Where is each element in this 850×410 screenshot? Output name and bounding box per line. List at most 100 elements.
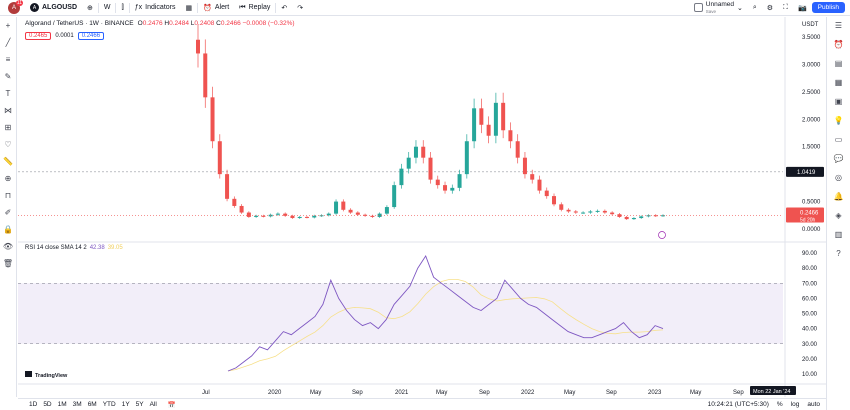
indicators-label: Indicators — [145, 4, 176, 11]
candle-body — [472, 108, 477, 142]
goto-date-icon[interactable]: 📅 — [167, 401, 176, 409]
quick-search-button[interactable]: ⌕ — [748, 0, 762, 16]
crosshair-icon[interactable]: + — [5, 21, 11, 30]
tradingview-logo-icon — [25, 371, 32, 377]
calendar-icon[interactable]: ▣ — [834, 96, 843, 106]
settings-button[interactable]: ⚙ — [762, 0, 778, 16]
indicators-button[interactable]: ƒx Indicators — [130, 0, 181, 16]
rsi-band — [18, 283, 783, 344]
replay-label: Replay — [248, 4, 271, 11]
prediction-icon[interactable]: ⊞ — [4, 123, 12, 132]
chart-type-button[interactable]: ⫿ — [116, 0, 128, 16]
candle-body — [631, 218, 636, 220]
eye-icon[interactable]: 👁 — [2, 242, 14, 251]
range-5d[interactable]: 5D — [43, 401, 52, 408]
top-toolbar: A 11 A ALGOUSD ⊕ W ⫿ ƒx Indicators ▦ ⏰ A… — [0, 0, 850, 16]
fullscreen-button[interactable]: ⛶ — [778, 0, 793, 16]
brush-icon[interactable]: ✎ — [4, 72, 12, 81]
high-label: H — [164, 20, 170, 27]
range-1m[interactable]: 1M — [57, 401, 67, 408]
rsi-tick-label: 40.00 — [802, 327, 818, 333]
candle-body — [326, 213, 331, 216]
clock-time[interactable]: 10:24:21 (UTC+5:30) — [707, 401, 769, 408]
candle-body — [312, 215, 317, 218]
snapshot-button[interactable]: 📷 — [793, 0, 812, 16]
last-price-label: 0.2466 — [800, 210, 819, 216]
undo-button[interactable]: ↶ — [276, 0, 292, 16]
trash-icon[interactable]: 🗑 — [2, 259, 14, 268]
publish-button[interactable]: Publish — [811, 2, 845, 13]
ruler-icon[interactable]: 📏 — [3, 157, 13, 166]
dom-icon[interactable]: ▥ — [834, 229, 843, 239]
magnet-icon[interactable]: ⊓ — [4, 191, 12, 200]
candle-body — [552, 196, 557, 205]
rsi-ma-line — [227, 279, 664, 372]
avatar-letter: A — [11, 4, 16, 11]
stay-in-drawing-icon[interactable]: ✐ — [4, 208, 12, 217]
pattern-icon[interactable]: ⋈ — [4, 106, 12, 115]
candle-body — [319, 215, 324, 217]
news-icon[interactable]: ▭ — [834, 134, 843, 144]
alert-button[interactable]: ⏰ Alert — [198, 0, 234, 16]
interval-button[interactable]: W — [99, 0, 116, 16]
candle-body — [624, 216, 629, 220]
time-tick-label: Jul — [202, 390, 210, 396]
event-marker-icon — [658, 231, 666, 239]
range-6m[interactable]: 6M — [87, 401, 97, 408]
candle-body — [246, 212, 251, 217]
streams-icon[interactable]: ◎ — [835, 172, 842, 182]
compare-button[interactable]: ⊕ — [82, 0, 98, 16]
sell-button[interactable]: 0.2465 — [25, 32, 52, 40]
close-label: C — [216, 20, 221, 27]
trend-line-icon[interactable]: ╱ — [5, 38, 11, 47]
notifications-icon[interactable]: 🔔 — [833, 191, 844, 201]
lock-icon[interactable]: 🔒 — [3, 225, 13, 234]
range-1d[interactable]: 1D — [29, 401, 38, 408]
fib-retracement-icon[interactable]: ≡ — [5, 55, 11, 64]
replay-button[interactable]: ⏮ Replay — [234, 0, 275, 16]
rsi-tick-label: 70.00 — [802, 281, 818, 287]
chat-icon[interactable]: 💬 — [833, 153, 844, 163]
ideas-icon[interactable]: 💡 — [833, 115, 844, 125]
data-window-icon[interactable]: ▤ — [834, 58, 843, 68]
watchlist-icon[interactable]: ☰ — [834, 20, 843, 30]
rsi-tick-label: 90.00 — [802, 251, 818, 257]
order-panel-icon[interactable]: ◈ — [835, 210, 842, 220]
candle-body — [573, 211, 578, 213]
chart-canvas[interactable]: 3.50003.00002.50002.00001.50001.00000.50… — [18, 17, 826, 397]
rsi-tick-label: 80.00 — [802, 266, 818, 272]
candle-body — [421, 146, 426, 158]
hotlist-icon[interactable]: ▦ — [834, 77, 843, 87]
symbol-legend: Algorand / TetherUS · 1W · BINANCE O0.24… — [25, 20, 295, 27]
range-ytd[interactable]: YTD — [102, 401, 116, 408]
candle-body — [239, 205, 244, 213]
symbol-search[interactable]: A ALGOUSD — [25, 0, 82, 16]
help-icon[interactable]: ? — [836, 248, 841, 258]
templates-button[interactable]: ▦ — [181, 0, 198, 16]
candle-body — [290, 215, 295, 219]
auto-toggle[interactable]: auto — [807, 401, 820, 408]
chart-panel[interactable]: 3.50003.00002.50002.00001.50001.00000.50… — [18, 17, 826, 397]
heart-icon[interactable]: ♡ — [4, 140, 12, 149]
price-tick-label: 1.5000 — [802, 145, 821, 151]
redo-button[interactable]: ↷ — [292, 0, 308, 16]
percent-toggle[interactable]: % — [776, 401, 783, 408]
candle-body — [661, 215, 665, 217]
log-toggle[interactable]: log — [790, 401, 800, 408]
layout-button[interactable]: Unnamed Save ⌄ — [689, 0, 748, 16]
text-tool-icon[interactable]: T — [5, 89, 11, 98]
candle-body — [486, 124, 491, 136]
range-3m[interactable]: 3M — [72, 401, 82, 408]
user-avatar[interactable]: A 11 — [8, 0, 23, 14]
range-5y[interactable]: 5Y — [135, 401, 144, 408]
fullscreen-icon: ⛶ — [783, 3, 788, 11]
buy-button[interactable]: 0.2466 — [77, 32, 105, 40]
candle-body — [639, 216, 644, 219]
alerts-icon[interactable]: ⏰ — [833, 39, 844, 49]
candle-body — [508, 130, 513, 142]
range-all[interactable]: All — [149, 401, 157, 408]
rsi-legend: RSI 14 close SMA 14 2 42.38 39.05 — [25, 245, 123, 251]
zoom-in-icon[interactable]: ⊕ — [4, 174, 12, 183]
time-tick-label: 2020 — [268, 390, 282, 396]
range-1y[interactable]: 1Y — [121, 401, 130, 408]
